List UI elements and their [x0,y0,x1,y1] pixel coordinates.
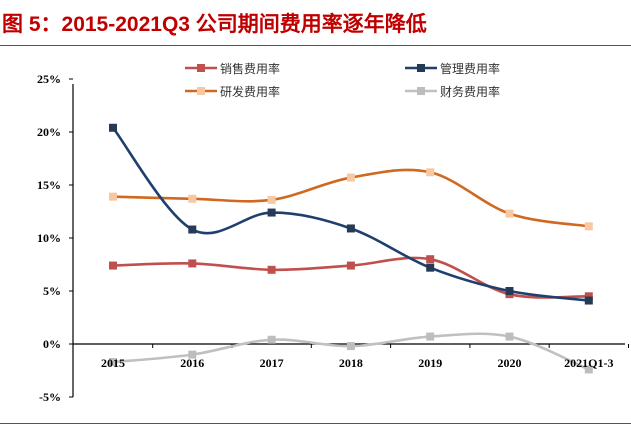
data-point-marker [109,123,117,132]
data-point-marker [346,261,355,270]
data-point-marker [426,263,435,272]
legend-label: 财务费用率 [440,84,500,99]
legend-label: 研发费用率 [220,84,280,99]
data-point-marker [188,350,197,359]
legend-label: 销售费用率 [220,61,280,76]
data-point-marker [584,296,593,305]
legend-item: 销售费用率 [185,61,280,76]
legend-label: 管理费用率 [440,61,500,76]
data-point-marker [426,168,435,177]
legend-item: 管理费用率 [405,61,500,76]
data-point-marker [188,225,197,234]
legend-marker [417,87,425,95]
y-tick-label: 25% [37,72,61,86]
y-tick-label: 10% [37,231,61,245]
data-point-marker [346,224,355,233]
data-point-marker [426,332,435,341]
data-point-marker [505,332,514,341]
data-point-marker [267,195,276,204]
x-tick-label: 2021Q1-3 [564,356,613,370]
data-point-marker [346,342,355,351]
x-tick-label: 2018 [339,356,363,370]
legend-item: 财务费用率 [405,84,500,99]
x-tick-label: 2016 [180,356,204,370]
x-tick-label: 2019 [418,356,442,370]
chart-title: 图 5：2015-2021Q3 公司期间费用率逐年降低 [2,13,427,36]
data-point-marker [584,365,593,374]
legend-item: 研发费用率 [185,84,280,99]
data-point-marker [109,358,117,367]
data-point-marker [426,255,435,264]
y-tick-label: 20% [37,125,61,139]
x-tick-label: 2015 [101,356,125,370]
bottom-divider [0,423,631,424]
series-line-1 [111,126,589,302]
data-point-marker [505,287,514,295]
data-point-marker [505,209,514,218]
x-tick-label: 2020 [498,356,522,370]
y-tick-label: 5% [43,284,61,298]
x-tick-label: 2017 [260,356,284,370]
data-point-marker [584,222,593,231]
data-point-marker [346,173,355,182]
data-point-marker [584,292,593,301]
data-point-marker [267,335,276,344]
data-point-marker [109,261,117,270]
title-divider [0,45,631,46]
y-tick-label: 15% [37,178,61,192]
data-point-marker [188,259,197,268]
data-point-marker [267,265,276,274]
data-point-marker [267,208,276,217]
legend-marker [197,87,205,95]
legend-marker [197,64,205,72]
y-tick-label: -5% [39,390,61,404]
legend-marker [417,64,425,72]
data-point-marker [109,192,117,201]
y-tick-label: 0% [43,337,61,351]
data-point-marker [188,194,197,203]
